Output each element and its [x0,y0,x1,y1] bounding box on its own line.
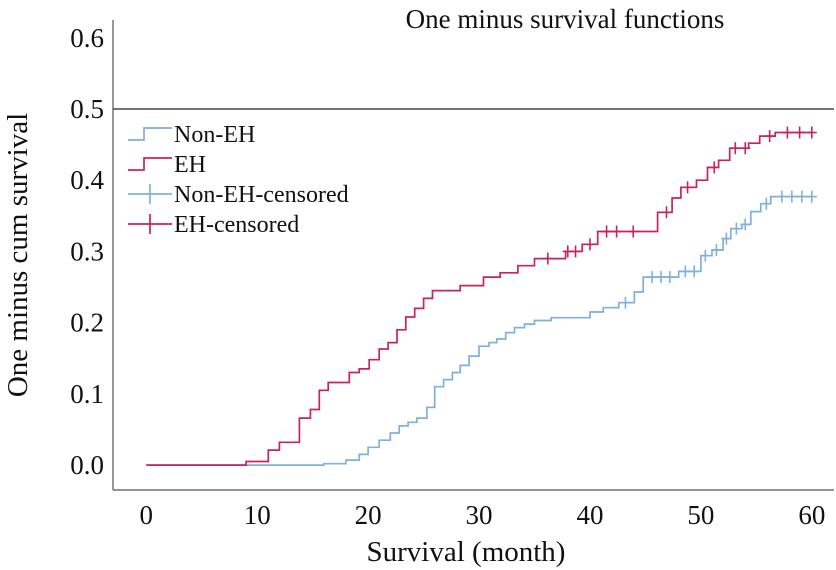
legend-label: EH [174,152,206,178]
censor-mark-non-eh [680,265,691,278]
legend-swatch-step [128,157,172,171]
chart-title: One minus survival functions [406,4,725,34]
censor-mark-eh [661,206,672,219]
chart-legend: Non-EH EH Non-EH-censored EH-censored [128,122,349,238]
x-tick-label: 30 [466,500,493,530]
censor-mark-eh [542,252,553,265]
censor-mark-non-eh [731,222,742,235]
censor-mark-non-eh [786,190,797,203]
legend-swatch-step [128,127,172,141]
censor-mark-non-eh [620,296,631,309]
x-axis-label: Survival (month) [367,536,566,568]
censor-mark-eh [794,126,805,139]
censor-mark-non-eh [776,190,787,203]
censor-mark-non-eh [700,249,711,262]
censor-mark-non-eh [664,271,675,284]
censor-mark-non-eh [655,271,666,284]
legend-item-eh-censored: EH-censored [128,212,299,238]
series-line-eh [146,131,812,466]
censor-mark-eh [682,181,693,194]
censor-mark-eh [740,142,751,155]
y-tick-label: 0.5 [70,94,104,124]
censor-mark-eh [709,161,720,174]
legend-item-non-eh-censored: Non-EH-censored [128,182,349,208]
censor-mark-eh [730,142,741,155]
y-tick-label: 0.1 [70,379,104,409]
censor-mark-non-eh [740,218,751,231]
legend-label: EH-censored [174,212,299,238]
y-tick-label: 0.2 [70,308,104,338]
censor-mark-eh [782,126,793,139]
legend-item-eh: EH [128,152,206,178]
y-tick-label: 0.3 [70,236,104,266]
censor-mark-non-eh [721,232,732,245]
censor-mark-eh [806,126,817,139]
x-tick-label: 20 [355,500,382,530]
x-tick-label: 0 [140,500,154,530]
y-tick-label: 0.6 [70,23,104,53]
legend-label: Non-EH [174,122,255,148]
legend-label: Non-EH-censored [174,182,349,208]
censor-mark-non-eh [689,265,700,278]
censor-mark-non-eh [796,190,807,203]
x-tick-label: 40 [576,500,603,530]
censor-mark-eh [584,238,595,251]
y-tick-label: 0.0 [70,450,104,480]
censor-mark-non-eh [761,197,772,210]
censor-mark-eh [601,225,612,238]
censor-mark-eh [628,225,639,238]
x-tick-label: 50 [687,500,714,530]
legend-item-non-eh: Non-EH [128,122,255,148]
censor-mark-non-eh [711,244,722,257]
x-tick-label: 10 [244,500,271,530]
censor-mark-eh [570,245,581,258]
y-axis-label: One minus cum survival [2,113,34,397]
y-tick-label: 0.4 [70,165,104,195]
x-tick-label: 60 [798,500,825,530]
censor-mark-eh [611,225,622,238]
censor-mark-non-eh [647,271,658,284]
censor-mark-eh [764,130,775,143]
censor-mark-non-eh [806,190,817,203]
